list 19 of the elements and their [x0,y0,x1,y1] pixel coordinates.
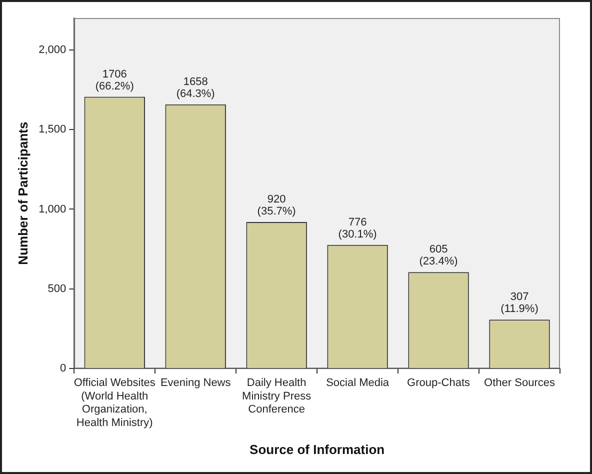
y-tick-label: 0 [60,362,66,375]
y-tick-label: 1,000 [38,203,66,216]
y-axis-title: Number of Participants [15,122,30,265]
x-axis-title: Source of Information [250,442,385,457]
x-tick-label: Social Media [326,377,390,390]
data-label: 307 (11.9%) [500,291,538,316]
y-tick-label: 1,500 [38,124,66,136]
y-tick-label: 500 [48,282,66,295]
x-tick-label: Official Websites (World Health Organization, Health Ministry) [74,377,156,429]
x-tick-label: Other Sources [484,377,556,390]
y-tick-label: 2,000 [38,44,66,56]
data-label: 1706 (66.2%) [95,68,134,92]
x-tick-label: Evening News [160,377,232,390]
data-label: 776 (30.1%) [338,216,377,240]
data-label: 1658 (64.3%) [176,76,215,100]
data-label: 605 (23.4%) [419,244,458,268]
x-tick-label: Daily Health Ministry Press Conference [242,377,312,416]
data-label: 920 (35.7%) [257,194,296,218]
x-tick-label: Group-Chats [407,377,471,390]
